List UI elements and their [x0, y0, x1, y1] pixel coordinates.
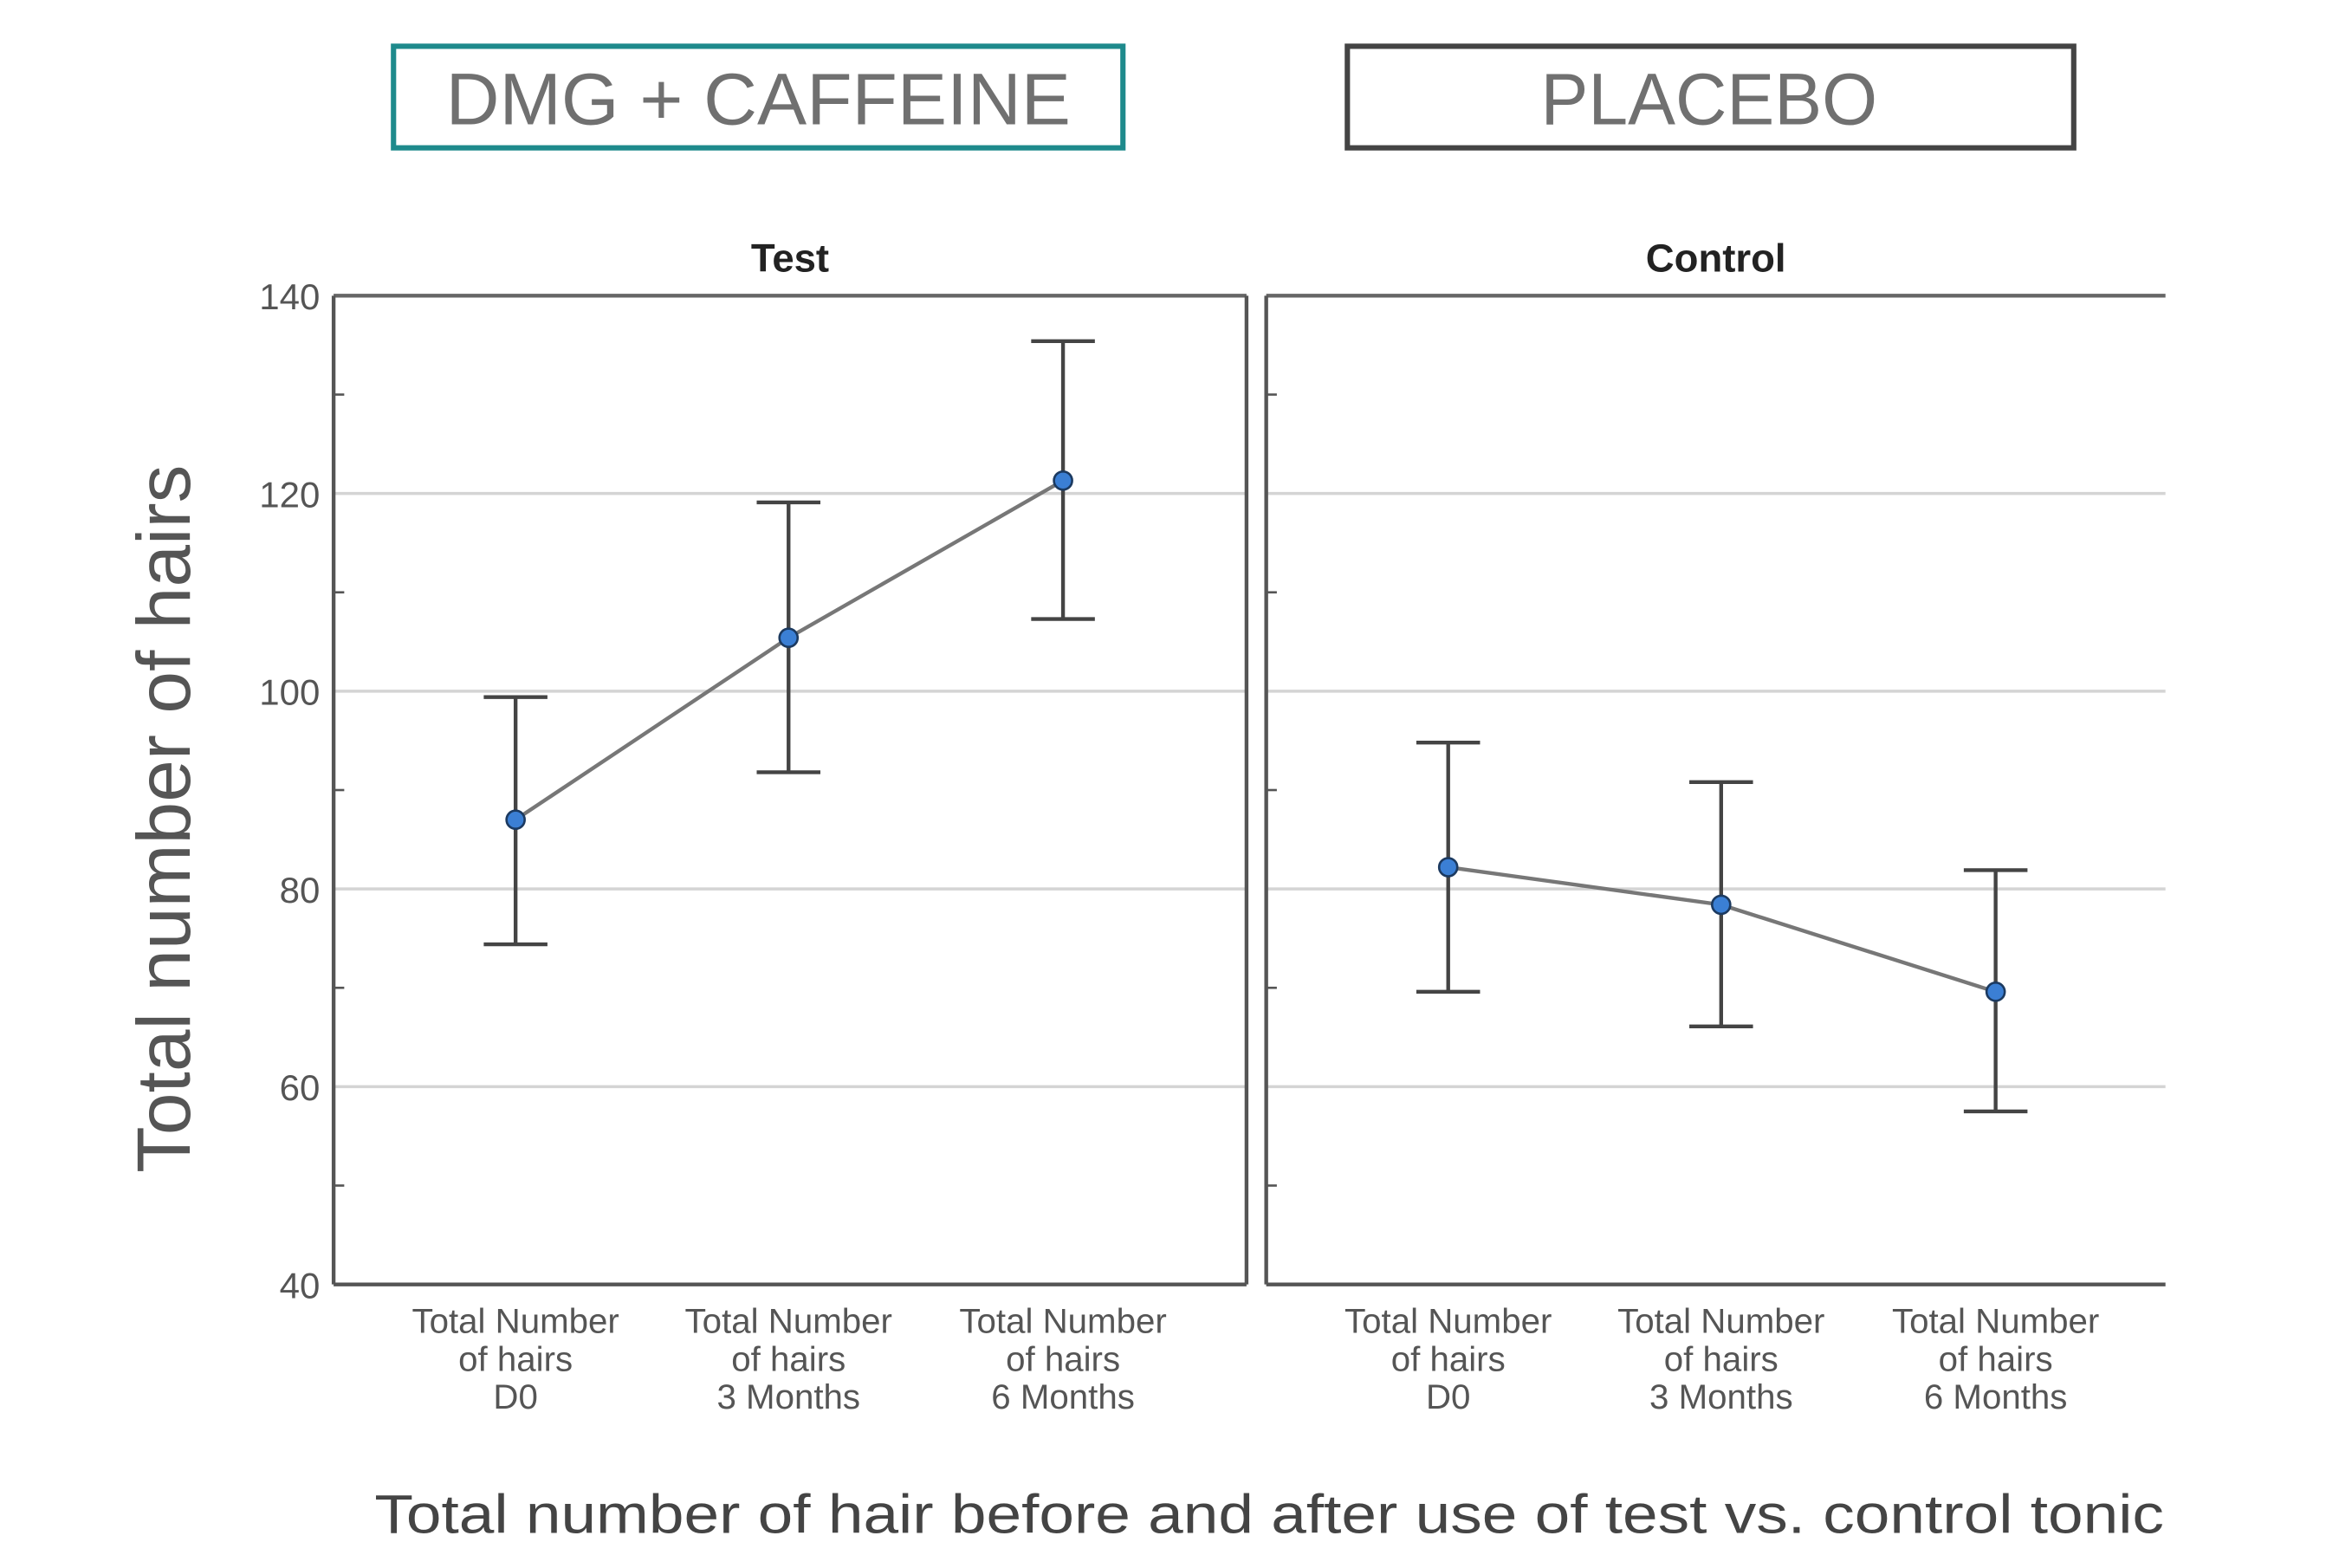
x-tick-label: D0: [493, 1377, 537, 1416]
control-group-box: [1344, 43, 2077, 151]
x-tick-label: 6 Months: [991, 1377, 1135, 1416]
x-tick-label: of hairs: [731, 1339, 846, 1378]
x-tick-label: of hairs: [1391, 1339, 1506, 1378]
y-tick-label: 140: [259, 276, 320, 317]
x-tick-label: D0: [1426, 1377, 1470, 1416]
y-axis-label: Total number of hairs: [121, 465, 206, 1173]
data-point: [1053, 470, 1073, 491]
data-point: [505, 809, 526, 831]
panel-title-control: Control: [1646, 236, 1786, 280]
x-tick-label: of hairs: [1939, 1339, 2053, 1378]
x-tick-label: 3 Months: [1649, 1377, 1793, 1416]
control-group-label: PLACEBO: [1540, 59, 1877, 140]
x-tick-label: 3 Months: [716, 1377, 860, 1416]
x-tick-label: of hairs: [1664, 1339, 1779, 1378]
x-axis-caption: Total number of hair before and after us…: [374, 1485, 2164, 1545]
x-tick-label: Total Number: [411, 1302, 619, 1341]
y-tick-label: 60: [280, 1067, 321, 1108]
y-tick-label: 80: [280, 870, 321, 910]
x-tick-label: 6 Months: [1924, 1377, 2068, 1416]
y-tick-label: 100: [259, 672, 320, 713]
test-group-box: [391, 43, 1126, 151]
x-tick-label: Total Number: [1344, 1302, 1552, 1341]
y-tick-label: 40: [280, 1265, 321, 1306]
x-tick-label: Total Number: [1617, 1302, 1824, 1341]
x-tick-label: of hairs: [458, 1339, 573, 1378]
data-point: [1437, 857, 1459, 878]
panel-title-test: Test: [751, 236, 829, 280]
data-point: [1710, 894, 1732, 916]
x-tick-label: Total Number: [959, 1302, 1166, 1341]
data-point: [778, 627, 800, 649]
test-group-label: DMG + CAFFEINE: [446, 59, 1071, 140]
data-point: [1985, 982, 2006, 1002]
x-tick-label: Total Number: [1892, 1302, 2099, 1341]
y-tick-label: 120: [259, 474, 320, 515]
x-tick-label: Total Number: [685, 1302, 892, 1341]
x-tick-label: of hairs: [1006, 1339, 1120, 1378]
